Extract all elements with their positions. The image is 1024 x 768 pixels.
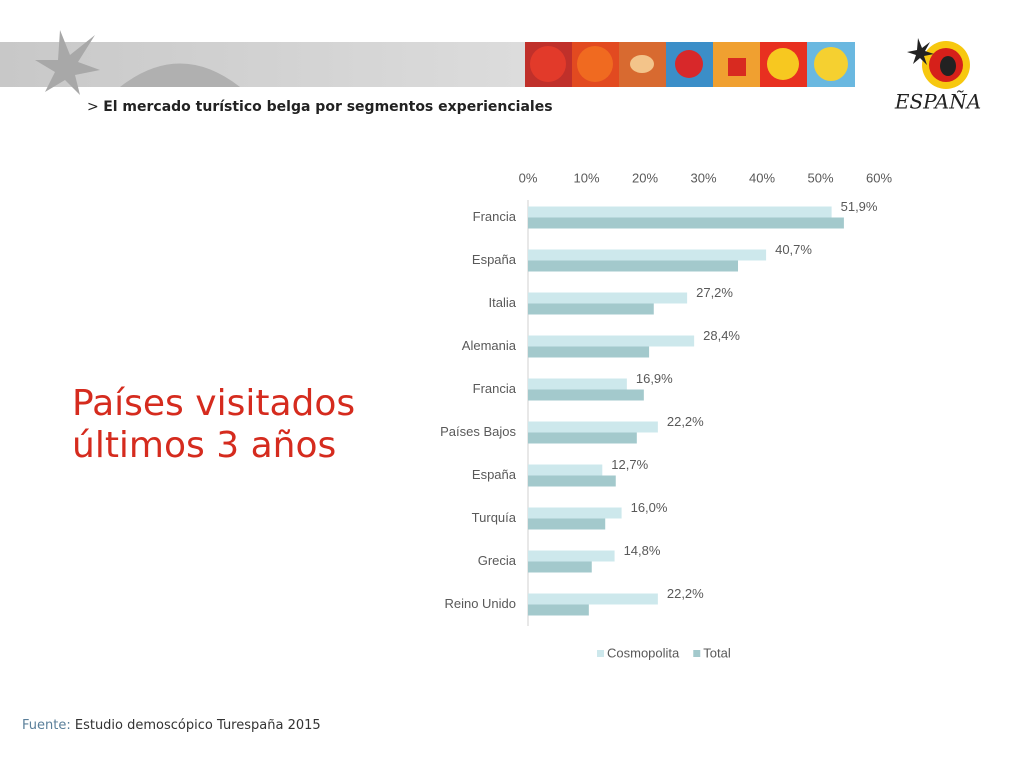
logo (907, 38, 970, 89)
footer-label: Fuente: (22, 718, 71, 733)
y-tick-label: España (472, 252, 517, 267)
banner-shape (120, 63, 240, 87)
y-tick-label: Turquía (472, 510, 517, 525)
x-tick-label: 40% (749, 170, 775, 185)
bar (528, 292, 688, 304)
y-tick-label: Alemania (462, 338, 517, 353)
legend-swatch (597, 650, 604, 657)
y-tick-label: Francia (473, 381, 517, 396)
data-label: 22,2% (667, 586, 704, 601)
data-label: 40,7% (775, 242, 812, 257)
y-tick-label: Italia (489, 295, 517, 310)
x-tick-label: 50% (807, 170, 833, 185)
bar (528, 303, 654, 315)
bar (528, 593, 658, 605)
x-tick-label: 0% (519, 170, 538, 185)
header: > El mercado turístico belga por segment… (87, 99, 553, 115)
y-tick-label: Países Bajos (440, 424, 516, 439)
x-tick-label: 30% (690, 170, 716, 185)
breadcrumb-marker: > (87, 99, 99, 115)
bar (528, 421, 658, 433)
data-label: 22,2% (667, 414, 704, 429)
data-label: 12,7% (611, 457, 648, 472)
x-tick-label: 60% (866, 170, 892, 185)
y-tick-label: Francia (473, 209, 517, 224)
banner (0, 42, 525, 87)
slide-title: Países visitados últimos 3 años (72, 383, 356, 466)
bar (528, 206, 832, 218)
banner-tiles (525, 42, 855, 87)
legend-label: Cosmopolita (607, 645, 680, 660)
logo-text: ESPAÑA (894, 90, 981, 114)
data-label: 16,9% (636, 371, 673, 386)
bar (528, 604, 589, 616)
banner-star (35, 30, 100, 95)
x-tick-label: 10% (573, 170, 599, 185)
bar (528, 260, 739, 272)
y-tick-label: Grecia (478, 553, 517, 568)
data-label: 16,0% (631, 500, 668, 515)
data-label: 14,8% (624, 543, 661, 558)
footer-text: Estudio demoscópico Turespaña 2015 (74, 718, 321, 733)
data-label: 27,2% (696, 285, 733, 300)
legend-swatch (693, 650, 701, 657)
bar (528, 389, 644, 401)
bar (528, 464, 603, 476)
bar (528, 550, 615, 562)
bar (528, 346, 650, 358)
data-label: 51,9% (841, 199, 878, 214)
y-tick-label: España (472, 467, 517, 482)
footer: Fuente: Estudio demoscópico Turespaña 20… (22, 718, 321, 733)
bar (528, 507, 622, 519)
bar (528, 432, 637, 444)
bar (528, 249, 767, 261)
bar (528, 335, 695, 347)
y-tick-label: Reino Unido (444, 596, 516, 611)
bar (528, 561, 592, 573)
bar (528, 475, 616, 487)
header-title: El mercado turístico belga por segmentos… (103, 99, 553, 115)
bar (528, 518, 606, 530)
bar (528, 378, 627, 390)
bar (528, 217, 844, 229)
x-tick-label: 20% (632, 170, 658, 185)
legend-label: Total (703, 645, 731, 660)
data-label: 28,4% (703, 328, 740, 343)
